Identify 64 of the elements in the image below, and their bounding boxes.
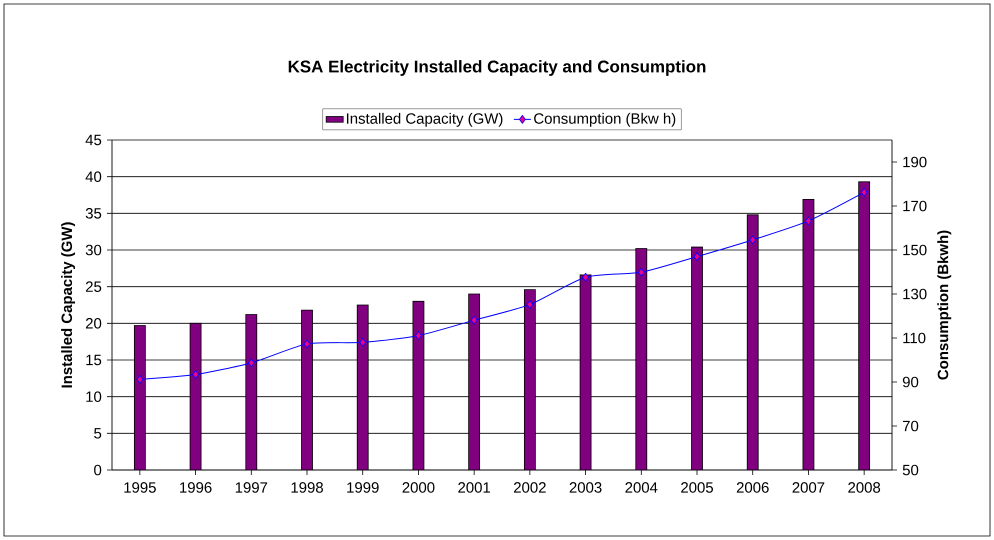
x-tick-label: 2007: [792, 482, 824, 493]
bar: [635, 248, 648, 470]
x-tick-label: 1996: [180, 482, 212, 493]
point: [192, 370, 199, 379]
x-tick-label: 1997: [236, 482, 268, 493]
y-tick-label: 35: [86, 208, 102, 219]
y-tick-label: 5: [94, 428, 102, 439]
y2-axis-title: Consumption (Bkwh): [937, 230, 952, 380]
point: [248, 358, 255, 368]
y2-tick-label: 110: [903, 332, 926, 344]
y-tick-label: 40: [86, 171, 102, 182]
y-tick-label: 10: [86, 391, 102, 402]
legend-label: Consumption (Bkw h): [534, 112, 676, 127]
bar: [524, 289, 536, 470]
x-tick-label: 2008: [848, 482, 880, 493]
bar: [356, 304, 369, 470]
point: [860, 188, 868, 197]
point: [582, 272, 589, 282]
y2-tick-label: 130: [903, 288, 927, 300]
bar: [134, 325, 146, 470]
x-tick-label: 2000: [402, 482, 434, 493]
point: [415, 331, 422, 340]
legend-label: Installed Capacity (GW): [346, 112, 502, 127]
y2-tick-label: 50: [902, 464, 918, 476]
bar: [412, 300, 424, 470]
point: [638, 268, 645, 277]
x-tick-label: 2001: [458, 482, 490, 493]
x-tick-label: 2004: [625, 482, 658, 493]
bar: [468, 294, 480, 470]
x-tick-label: 2003: [570, 482, 602, 493]
y2-tick-label: 150: [903, 244, 927, 256]
bar: [746, 214, 759, 470]
y2-tick-label: 70: [902, 420, 918, 432]
point: [136, 374, 144, 384]
bar: [858, 181, 870, 470]
x-tick-label: 2006: [736, 482, 769, 493]
y2-tick-label: 190: [903, 156, 927, 168]
x-tick-label: 2002: [514, 482, 546, 493]
y-axis-title: Installed Capacity (GW): [61, 222, 76, 388]
point: [304, 340, 310, 348]
point: [694, 252, 700, 261]
x-tick-label: 1995: [124, 482, 156, 493]
y-tick-label: 25: [86, 281, 102, 292]
x-tick-label: 2005: [681, 482, 713, 493]
y-tick-label: 15: [86, 354, 102, 366]
point: [749, 235, 756, 244]
point: [805, 216, 812, 226]
y-tick-label: 20: [86, 318, 102, 329]
y2-tick-label: 170: [903, 200, 927, 212]
y-tick-label: 0: [94, 464, 102, 476]
point: [526, 300, 534, 309]
bar: [691, 246, 703, 470]
bar: [301, 310, 313, 470]
x-tick-label: 1998: [292, 482, 323, 493]
x-tick-label: 1999: [347, 482, 379, 493]
y2-tick-label: 90: [902, 376, 918, 388]
bar: [245, 314, 258, 470]
y-tick-label: 45: [86, 134, 102, 146]
chart-title: KSA Electricity Installed Capacity and Consumption: [288, 60, 706, 76]
point: [359, 338, 366, 347]
point: [470, 316, 478, 325]
bar: [190, 322, 202, 470]
bar: [802, 199, 814, 470]
y-tick-label: 30: [86, 244, 102, 256]
